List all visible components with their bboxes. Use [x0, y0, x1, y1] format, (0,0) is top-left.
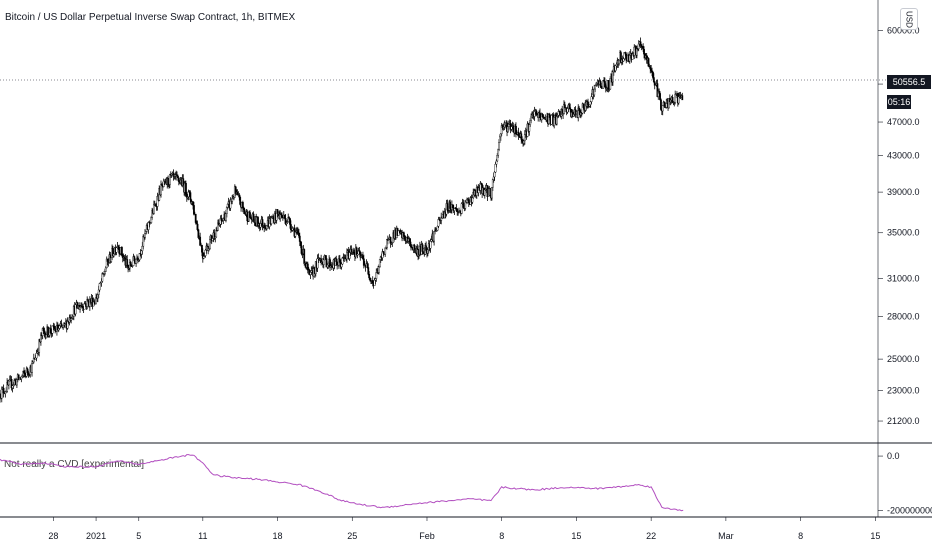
time-tick-label: 28 — [48, 531, 58, 541]
price-tick-label: 25000.0 — [887, 354, 920, 364]
time-tick-label: 15 — [571, 531, 581, 541]
time-axis[interactable]: 28 2021 5 11 18 25 Feb 8 15 22 Mar 8 15 — [48, 517, 880, 541]
bar-countdown-label: 05:16 — [887, 95, 911, 109]
currency-unit-button[interactable]: USD — [900, 8, 918, 30]
candle-body — [582, 103, 585, 108]
candle-body — [104, 271, 106, 274]
candle-body — [152, 204, 155, 214]
candle-body — [550, 114, 553, 125]
indicator-series-line — [0, 454, 684, 512]
candle-body — [31, 363, 33, 373]
candle-body — [135, 258, 138, 264]
candle-body — [661, 105, 664, 112]
candle-body — [569, 107, 572, 110]
indicator-title: Not really a CVD [experimental] — [4, 459, 144, 470]
candle-body — [460, 203, 463, 214]
candle-body — [289, 224, 292, 230]
price-tick-label: 35000.0 — [887, 228, 920, 238]
candle-body — [303, 249, 306, 264]
candle-body — [498, 142, 500, 150]
indicator-axis[interactable]: 0.0 -2000000000.0 — [878, 451, 932, 515]
price-tick-label: 23000.0 — [887, 385, 920, 395]
last-price-label: 50556.5 — [887, 75, 931, 89]
time-tick-label: 25 — [347, 531, 357, 541]
candle-body — [652, 77, 655, 82]
indicator-pane: Not really a CVD [experimental] 0.0 -2000… — [0, 451, 932, 515]
time-tick-label: Feb — [419, 531, 435, 541]
candle-body — [126, 259, 129, 266]
candles — [0, 37, 684, 403]
price-tick-label: 21200.0 — [887, 416, 920, 426]
candle-body — [27, 372, 30, 375]
candle-body — [681, 95, 684, 101]
time-tick-label: 18 — [273, 531, 283, 541]
price-tick-label: 31000.0 — [887, 273, 920, 283]
time-tick-label: 2021 — [86, 531, 106, 541]
candle-body — [49, 328, 52, 334]
candle-body — [0, 393, 1, 399]
time-tick-label: 22 — [646, 531, 656, 541]
price-tick-label: 43000.0 — [887, 150, 920, 160]
time-tick-label: 15 — [870, 531, 880, 541]
time-tick-label: 8 — [499, 531, 504, 541]
indicator-tick-label: -2000000000.0 — [887, 505, 932, 515]
price-tick-label: 39000.0 — [887, 187, 920, 197]
indicator-tick-label: 0.0 — [887, 451, 900, 461]
price-pane: Bitcoin / US Dollar Perpetual Inverse Sw… — [0, 12, 920, 426]
time-tick-label: 8 — [798, 531, 803, 541]
candle-body — [0, 388, 3, 399]
price-tick-label: 28000.0 — [887, 312, 920, 322]
time-tick-label: 11 — [198, 531, 207, 541]
candle-body — [81, 305, 84, 309]
candle-body — [607, 80, 610, 90]
candle-body — [368, 274, 371, 279]
time-tick-label: Mar — [718, 531, 734, 541]
candle-body — [298, 235, 301, 242]
candle-body — [660, 99, 662, 110]
price-tick-label: 47000.0 — [887, 117, 920, 127]
chart-title: Bitcoin / US Dollar Perpetual Inverse Sw… — [5, 12, 295, 23]
candle-body — [98, 283, 101, 291]
candle-body — [87, 299, 89, 302]
candle-body — [322, 259, 325, 265]
candle-body — [243, 209, 246, 214]
time-tick-label: 5 — [136, 531, 141, 541]
candle-body — [587, 101, 589, 106]
price-tick-label: 60000.0 — [887, 25, 920, 35]
candle-body — [7, 380, 10, 386]
indicator-line — [0, 454, 684, 512]
candle-body — [413, 245, 416, 250]
